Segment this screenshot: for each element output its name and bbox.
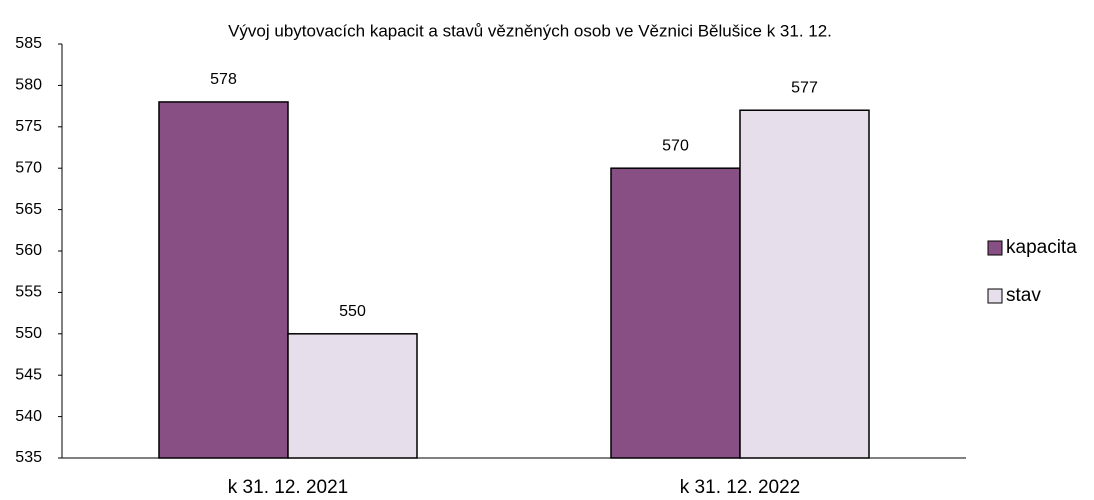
y-tick-label: 580 xyxy=(15,77,42,94)
y-tick-label: 565 xyxy=(15,201,42,218)
bar xyxy=(610,167,741,459)
y-tick-label: 585 xyxy=(15,35,42,52)
bar xyxy=(158,101,289,459)
x-tick-label: k 31. 12. 2022 xyxy=(680,477,800,498)
data-label: 577 xyxy=(791,79,818,96)
y-tick-label: 535 xyxy=(15,449,42,466)
bar xyxy=(287,333,418,459)
y-tick-label: 555 xyxy=(15,284,42,301)
bar xyxy=(739,109,870,459)
data-label: 578 xyxy=(210,71,237,88)
chart-title: Vývoj ubytovacích kapacit a stavů vězněn… xyxy=(228,21,832,40)
data-label: 570 xyxy=(662,137,689,154)
legend-label: kapacita xyxy=(1006,237,1077,258)
y-tick-label: 545 xyxy=(15,366,42,383)
y-tick-label: 550 xyxy=(15,325,42,342)
y-tick-label: 570 xyxy=(15,159,42,176)
y-tick-label: 560 xyxy=(15,242,42,259)
legend-label: stav xyxy=(1006,285,1041,306)
legend-swatch xyxy=(987,240,1003,256)
x-tick-label: k 31. 12. 2021 xyxy=(228,477,348,498)
legend-swatch xyxy=(987,288,1003,304)
y-tick-label: 575 xyxy=(15,118,42,135)
y-tick-label: 540 xyxy=(15,408,42,425)
data-label: 550 xyxy=(339,303,366,320)
